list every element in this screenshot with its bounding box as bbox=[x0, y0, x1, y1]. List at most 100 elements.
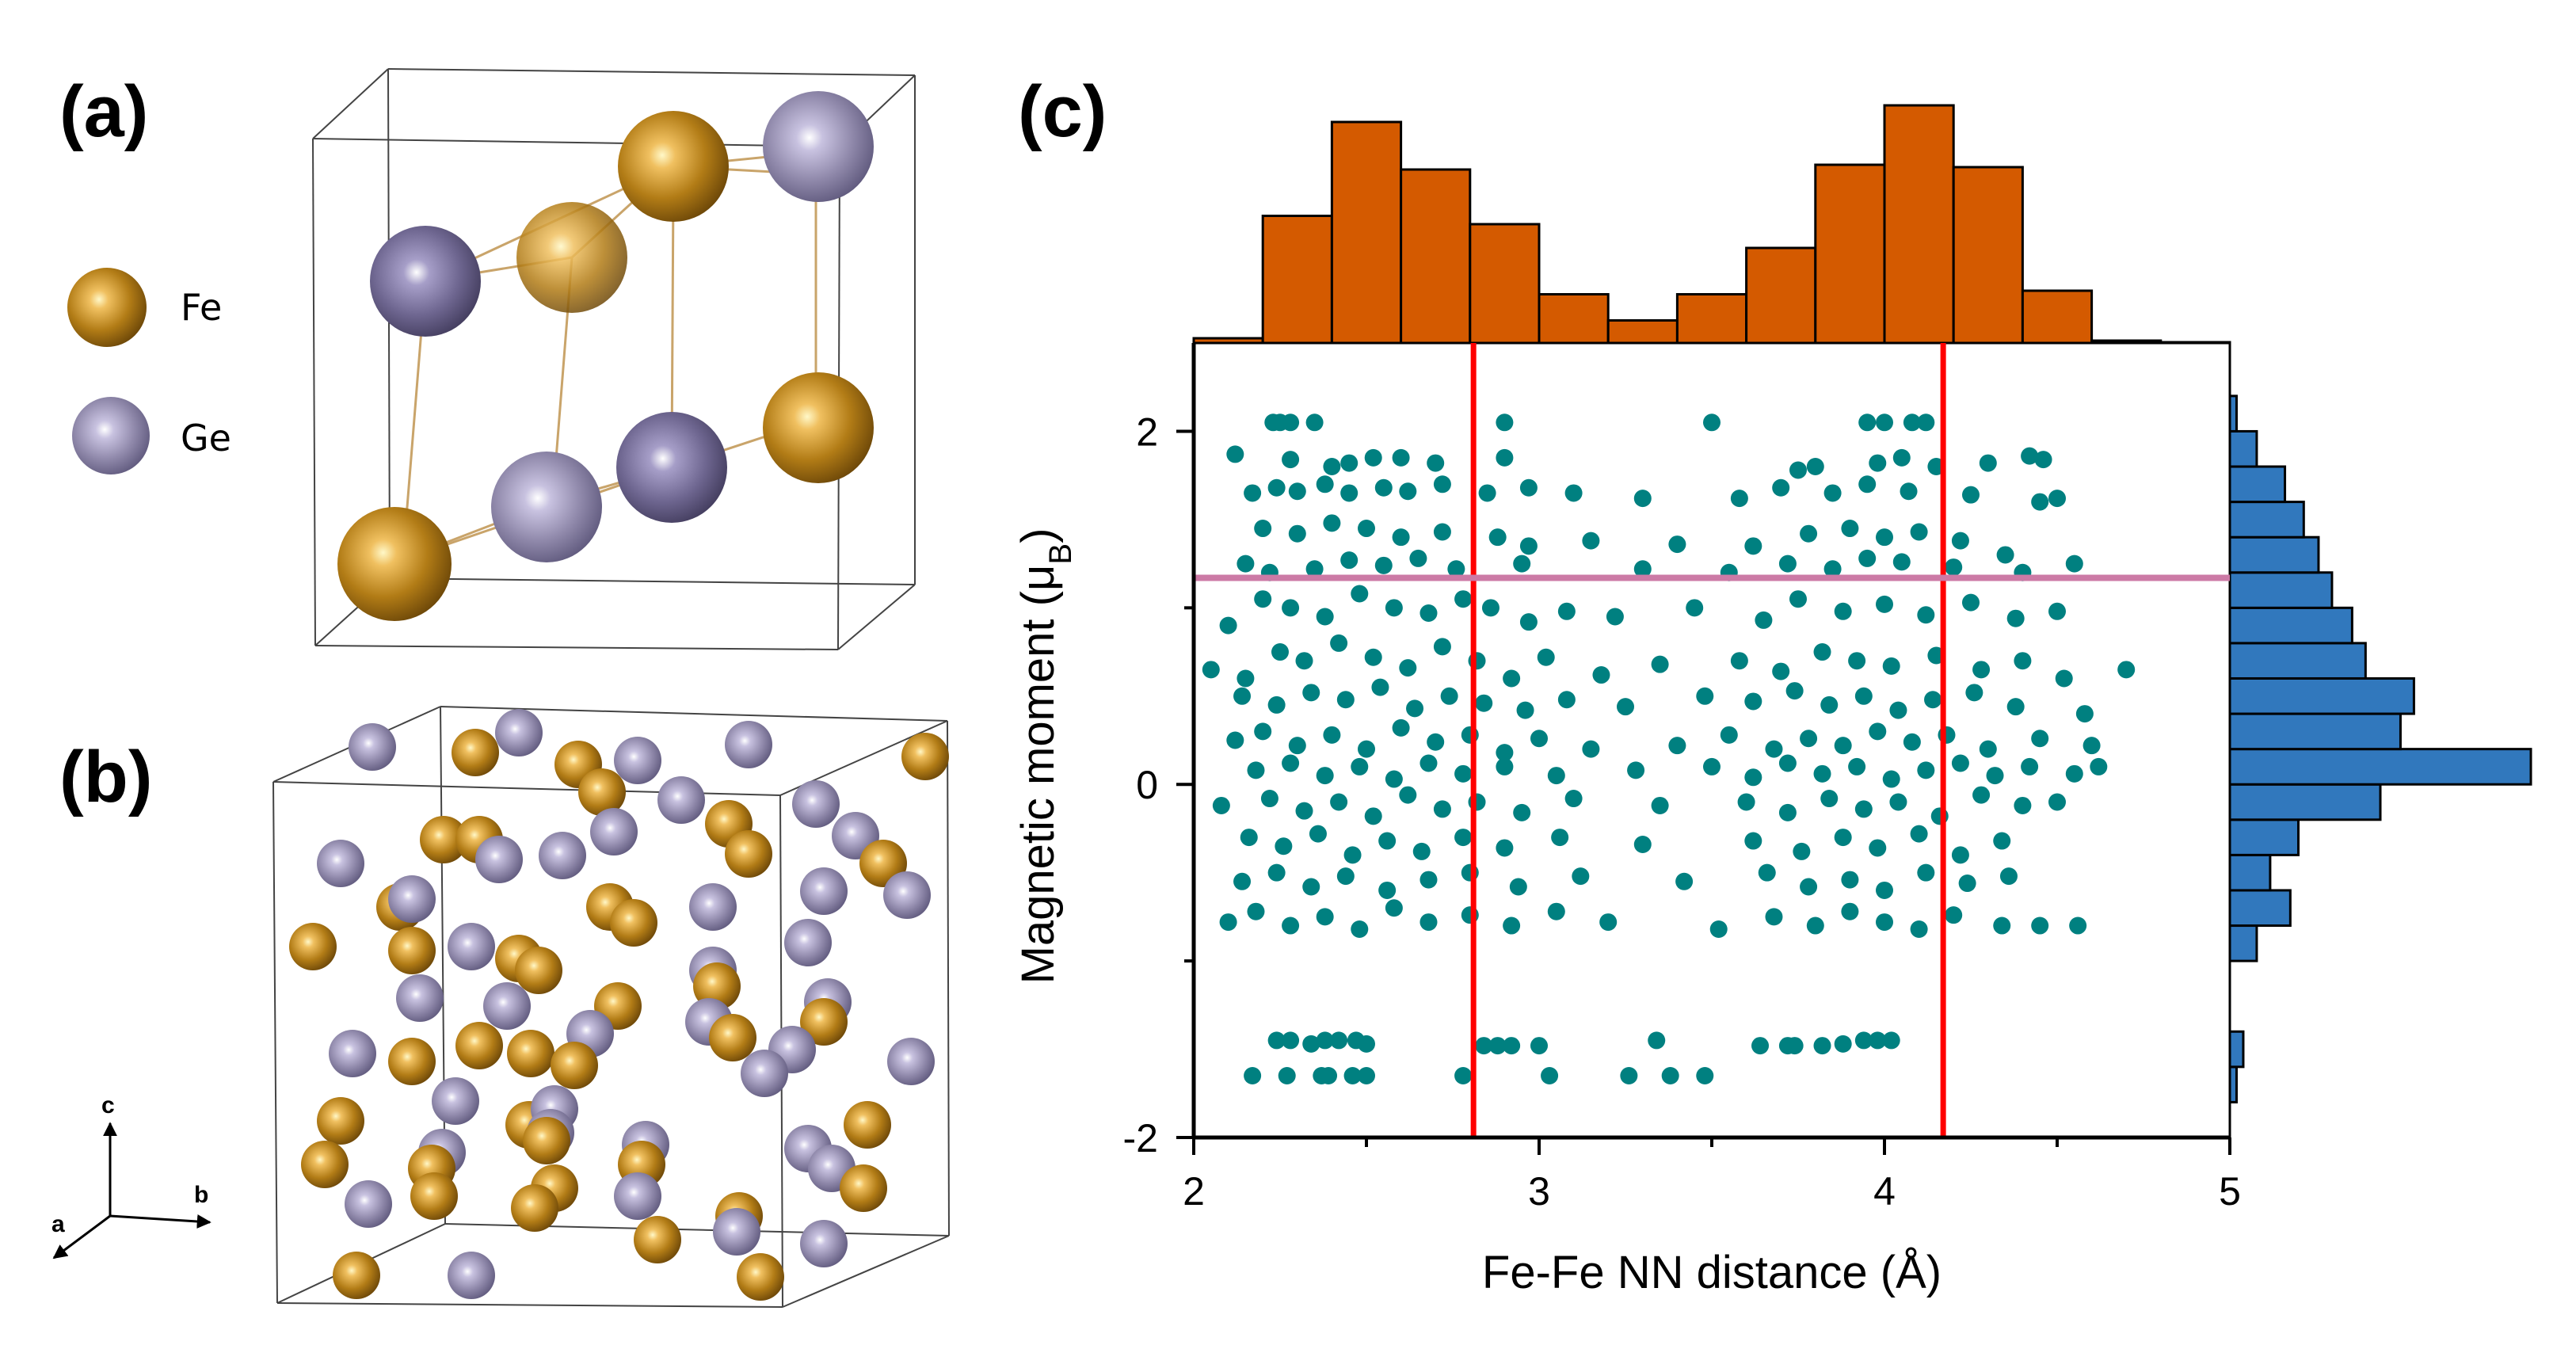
scatter-point bbox=[1219, 913, 1237, 932]
scatter-point bbox=[1519, 537, 1538, 555]
top-hist-bar bbox=[1261, 215, 1333, 345]
scatter-point bbox=[1226, 731, 1244, 749]
scatter-point bbox=[1876, 413, 1893, 432]
axes: 2 3 4 5 -2 0 2 bbox=[1123, 343, 2241, 1214]
top-hist-bar bbox=[2021, 289, 2094, 345]
scatter-point bbox=[1226, 445, 1244, 463]
triad-b-arrow bbox=[109, 1214, 211, 1229]
scatter-point bbox=[1720, 726, 1738, 744]
scatter-point bbox=[1951, 754, 1969, 772]
scatter-point bbox=[1419, 754, 1438, 772]
scatter-point bbox=[1841, 520, 1859, 538]
scatter-point bbox=[1240, 829, 1258, 847]
atom-fe bbox=[337, 507, 452, 621]
y-axis-title-sub: B bbox=[1043, 543, 1078, 565]
scatter-point bbox=[1633, 836, 1652, 854]
atom-fe bbox=[693, 962, 741, 1010]
scatter-point bbox=[1972, 786, 1991, 804]
right-hist-bar bbox=[2228, 642, 2367, 680]
scatter-point bbox=[2006, 698, 2025, 716]
top-hist-bar bbox=[1952, 166, 2024, 345]
panel-label-b: (b) bbox=[59, 737, 153, 817]
scatter-point bbox=[1889, 793, 1907, 811]
x-tick-label: 3 bbox=[1528, 1169, 1550, 1214]
scatter-point bbox=[1686, 599, 1704, 617]
scatter-point bbox=[1399, 482, 1417, 501]
scatter-point bbox=[1924, 691, 1942, 709]
scatter-point bbox=[2034, 451, 2052, 469]
top-hist-bar bbox=[1400, 168, 1472, 345]
scatter-point bbox=[1882, 770, 1900, 788]
scatter-point bbox=[1730, 490, 1748, 508]
scatter-point bbox=[1371, 678, 1389, 696]
top-hist-bar bbox=[1469, 223, 1541, 345]
atom-ge bbox=[388, 875, 436, 923]
scatter-point bbox=[1364, 448, 1382, 467]
scatter-point bbox=[1516, 701, 1534, 719]
atoms-b bbox=[289, 709, 949, 1301]
top-hist-bar bbox=[1745, 246, 1817, 345]
scatter-point bbox=[1267, 1031, 1286, 1050]
scatter-point bbox=[1800, 524, 1818, 543]
scatter-point bbox=[1316, 908, 1334, 926]
legend-fe-sphere bbox=[67, 268, 147, 347]
atom-fe bbox=[388, 927, 436, 974]
scatter-point bbox=[1806, 916, 1824, 935]
atom-fe bbox=[523, 1117, 570, 1164]
scatter-point bbox=[1945, 906, 1963, 924]
scatter-point bbox=[1237, 669, 1255, 688]
scatter-point bbox=[1744, 768, 1762, 787]
scatter-point bbox=[1800, 730, 1818, 748]
atom-ge bbox=[689, 883, 737, 931]
scatter-point bbox=[1789, 461, 1807, 479]
scatter-point bbox=[1951, 532, 1969, 550]
top-hist-bar bbox=[1538, 293, 1610, 345]
scatter-point bbox=[1513, 803, 1531, 821]
triad-label-b: b bbox=[194, 1182, 208, 1208]
atom-ge bbox=[725, 721, 772, 768]
scatter-point bbox=[2065, 764, 2083, 783]
scatter-point bbox=[1892, 553, 1911, 571]
scatter-point bbox=[2048, 490, 2066, 508]
right-hist-bar bbox=[2228, 501, 2305, 539]
scatter-point bbox=[1419, 604, 1438, 623]
scatter-point bbox=[1876, 595, 1893, 613]
scatter-point bbox=[1648, 1031, 1666, 1050]
scatter-point bbox=[1503, 916, 1521, 935]
scatter-point bbox=[1316, 475, 1334, 493]
scatter-point bbox=[1385, 770, 1403, 788]
atom-fe bbox=[763, 372, 874, 483]
scatter-point bbox=[1496, 413, 1514, 432]
scatter-point bbox=[1979, 740, 1997, 758]
scatter-point bbox=[1305, 413, 1324, 432]
atom-fe bbox=[610, 899, 657, 947]
right-hist-bar bbox=[2228, 535, 2320, 574]
atom-fe bbox=[388, 1038, 436, 1085]
right-hist-bar bbox=[2228, 712, 2402, 751]
chart-c: 2 3 4 5 -2 0 2 Fe-Fe NN distance (Å) Magnetic … bbox=[1012, 104, 2532, 1298]
scatter-point bbox=[2014, 652, 2032, 670]
scatter-point bbox=[1513, 554, 1531, 573]
atom-ge bbox=[784, 919, 832, 966]
scatter-point bbox=[1254, 722, 1272, 741]
scatter-point bbox=[1869, 454, 1887, 472]
scatter-point bbox=[1551, 829, 1569, 847]
scatter-point bbox=[1900, 482, 1918, 501]
scatter-point bbox=[1282, 451, 1300, 469]
scatter-point bbox=[1478, 484, 1496, 502]
scatter-point bbox=[1254, 590, 1272, 608]
atom-ge bbox=[396, 974, 444, 1022]
scatter-point bbox=[1336, 691, 1355, 709]
scatter-point bbox=[1854, 1031, 1873, 1050]
scatter-point bbox=[1340, 484, 1358, 502]
atom-fe bbox=[507, 1030, 554, 1077]
scatter-point bbox=[1336, 867, 1355, 886]
scatter-point bbox=[1503, 1037, 1521, 1055]
scatter-point bbox=[1820, 695, 1839, 714]
scatter-point bbox=[1917, 863, 1935, 882]
scatter-point bbox=[1834, 829, 1852, 847]
scatter-point bbox=[1358, 1035, 1375, 1053]
scatter-point bbox=[1267, 695, 1286, 714]
atom-ge bbox=[741, 1050, 788, 1097]
